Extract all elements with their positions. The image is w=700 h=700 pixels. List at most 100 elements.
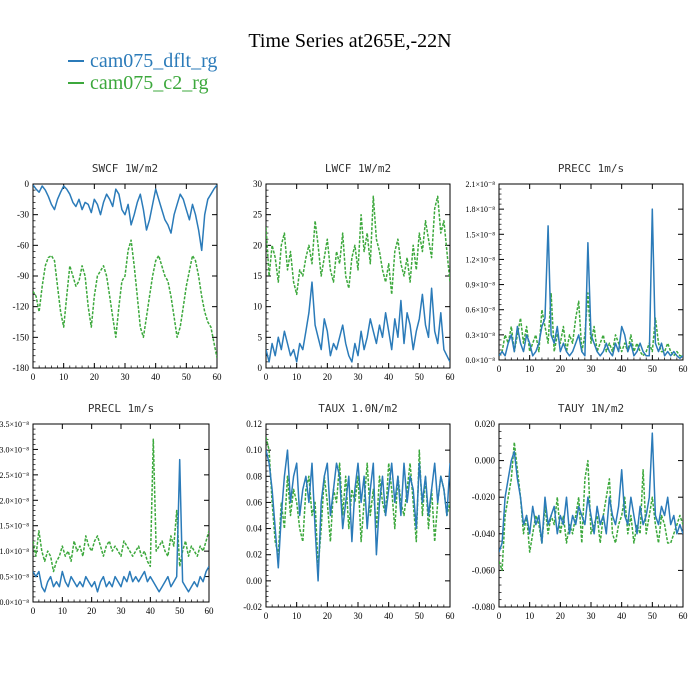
y-tick-label: 0.04 [246, 524, 262, 534]
y-tick-label: 0.12 [246, 419, 262, 429]
y-tick-label: 15 [253, 271, 263, 281]
x-tick-label: 30 [587, 611, 597, 621]
subplot-title: SWCF 1W/m2 [92, 162, 158, 175]
x-tick-label: 0 [264, 372, 269, 382]
subplot-1: LWCF 1W/m2 0 10 20 30 40 50 60 0 5 10 15 20 25 30 [253, 162, 455, 382]
y-tick-label: 0.3×10⁻⁸ [465, 331, 495, 340]
x-tick-label: 30 [587, 364, 597, 374]
x-tick-label: 20 [323, 611, 333, 621]
y-tick-label: 0.5×10⁻⁸ [0, 573, 29, 582]
series-line-dflt [499, 432, 683, 553]
y-tick-label: -0.020 [472, 492, 496, 502]
x-tick-label: 50 [415, 611, 425, 621]
series-line-dflt [266, 449, 450, 582]
legend-label-c2: cam075_c2_rg [90, 71, 209, 94]
legend-item-c2: cam075_c2_rg [68, 72, 217, 94]
x-tick-label: 20 [323, 372, 333, 382]
series-line-dflt [499, 208, 683, 360]
x-tick-label: 10 [525, 611, 535, 621]
x-tick-label: 60 [679, 611, 689, 621]
y-tick-label: 1.0×10⁻⁸ [0, 547, 29, 556]
subplot-4: TAUX 1.0N/m2 0 10 20 30 40 50 60 -0.02 0.00 0.02 0.… [243, 402, 455, 621]
x-tick-label: 60 [213, 372, 223, 382]
x-tick-label: 40 [146, 606, 156, 616]
x-tick-label: 40 [617, 364, 627, 374]
subplot-title: LWCF 1W/m2 [325, 162, 391, 175]
y-tick-label: 30 [253, 179, 263, 189]
x-tick-label: 10 [292, 372, 302, 382]
subplot-2: PRECC 1m/s 0 10 20 30 40 50 60 0.0×10⁻⁸ 0.3×10⁻⁸ 0… [465, 162, 688, 374]
y-tick-label: 0.08 [246, 471, 262, 481]
y-tick-label: 20 [253, 240, 263, 250]
y-tick-label: -90 [17, 271, 29, 281]
series-line-c2 [499, 292, 683, 357]
x-tick-label: 30 [354, 611, 364, 621]
legend-swatch-dflt [68, 60, 84, 62]
y-tick-label: -30 [17, 210, 29, 220]
y-tick-label: -60 [17, 240, 29, 250]
y-tick-label: 0.000 [475, 456, 496, 466]
legend: cam075_dflt_rg cam075_c2_rg [68, 50, 217, 94]
x-tick-label: 20 [556, 364, 566, 374]
x-tick-label: 40 [384, 372, 394, 382]
y-tick-label: 0.9×10⁻⁸ [465, 281, 495, 290]
y-tick-label: 10 [253, 302, 263, 312]
y-tick-label: 0 [25, 179, 30, 189]
y-tick-label: -180 [13, 363, 30, 373]
y-tick-label: -0.02 [243, 602, 262, 612]
legend-item-dflt: cam075_dflt_rg [68, 50, 217, 72]
subplot-3: PRECL 1m/s 0 10 20 30 40 50 60 0.0×10⁻⁸ 0.5×10⁻⁸ 1… [0, 402, 214, 616]
x-tick-label: 60 [446, 372, 456, 382]
x-tick-label: 10 [58, 606, 68, 616]
x-tick-label: 0 [497, 611, 502, 621]
series-line-c2 [33, 438, 209, 573]
x-tick-label: 50 [648, 611, 658, 621]
subplot-title: TAUX 1.0N/m2 [318, 402, 397, 415]
plot-frame [265, 183, 451, 369]
subplot-0: SWCF 1W/m2 0 10 20 30 40 50 60 -180 -150 -120 -90 -6… [13, 162, 223, 382]
y-tick-label: -120 [13, 302, 30, 312]
series-line-c2 [499, 441, 683, 572]
x-tick-label: 40 [617, 611, 627, 621]
y-tick-label: 0.020 [475, 419, 496, 429]
x-tick-label: 20 [90, 372, 100, 382]
y-tick-label: -0.060 [472, 565, 496, 575]
y-tick-label: 0.0×10⁻⁸ [465, 356, 495, 365]
x-tick-label: 40 [151, 372, 161, 382]
series-line-c2 [266, 436, 450, 569]
y-tick-label: 0.10 [246, 445, 262, 455]
y-tick-label: 0.00 [246, 576, 262, 586]
y-tick-label: 3.5×10⁻⁸ [0, 420, 29, 429]
x-tick-label: 10 [59, 372, 69, 382]
x-tick-label: 0 [497, 364, 502, 374]
x-tick-label: 30 [121, 372, 131, 382]
y-tick-label: 2.1×10⁻⁸ [465, 180, 495, 189]
y-tick-label: 1.5×10⁻⁸ [465, 230, 495, 239]
subplot-title: TAUY 1N/m2 [558, 402, 624, 415]
y-tick-label: 2.5×10⁻⁸ [0, 471, 29, 480]
series-line-c2 [33, 239, 217, 358]
x-tick-label: 40 [384, 611, 394, 621]
y-tick-label: -0.080 [472, 602, 496, 612]
x-tick-label: 50 [182, 372, 192, 382]
series-line-dflt [33, 458, 209, 593]
subplot-title: PRECC 1m/s [558, 162, 624, 175]
y-tick-label: 0.06 [246, 497, 262, 507]
y-tick-label: 0.6×10⁻⁸ [465, 306, 495, 315]
series-line-dflt [266, 281, 450, 363]
y-tick-label: -150 [13, 332, 30, 342]
x-tick-label: 50 [175, 606, 185, 616]
x-tick-label: 50 [648, 364, 658, 374]
x-tick-label: 30 [354, 372, 364, 382]
x-tick-label: 60 [446, 611, 456, 621]
y-tick-label: 1.5×10⁻⁸ [0, 522, 29, 531]
x-tick-label: 0 [31, 372, 36, 382]
y-tick-label: 2.0×10⁻⁸ [0, 496, 29, 505]
y-tick-label: 5 [258, 332, 263, 342]
series-line-c2 [266, 195, 450, 296]
y-tick-label: 0.0×10⁻⁸ [0, 598, 29, 607]
x-tick-label: 0 [31, 606, 36, 616]
y-tick-label: 3.0×10⁻⁸ [0, 445, 29, 454]
legend-label-dflt: cam075_dflt_rg [90, 49, 218, 72]
